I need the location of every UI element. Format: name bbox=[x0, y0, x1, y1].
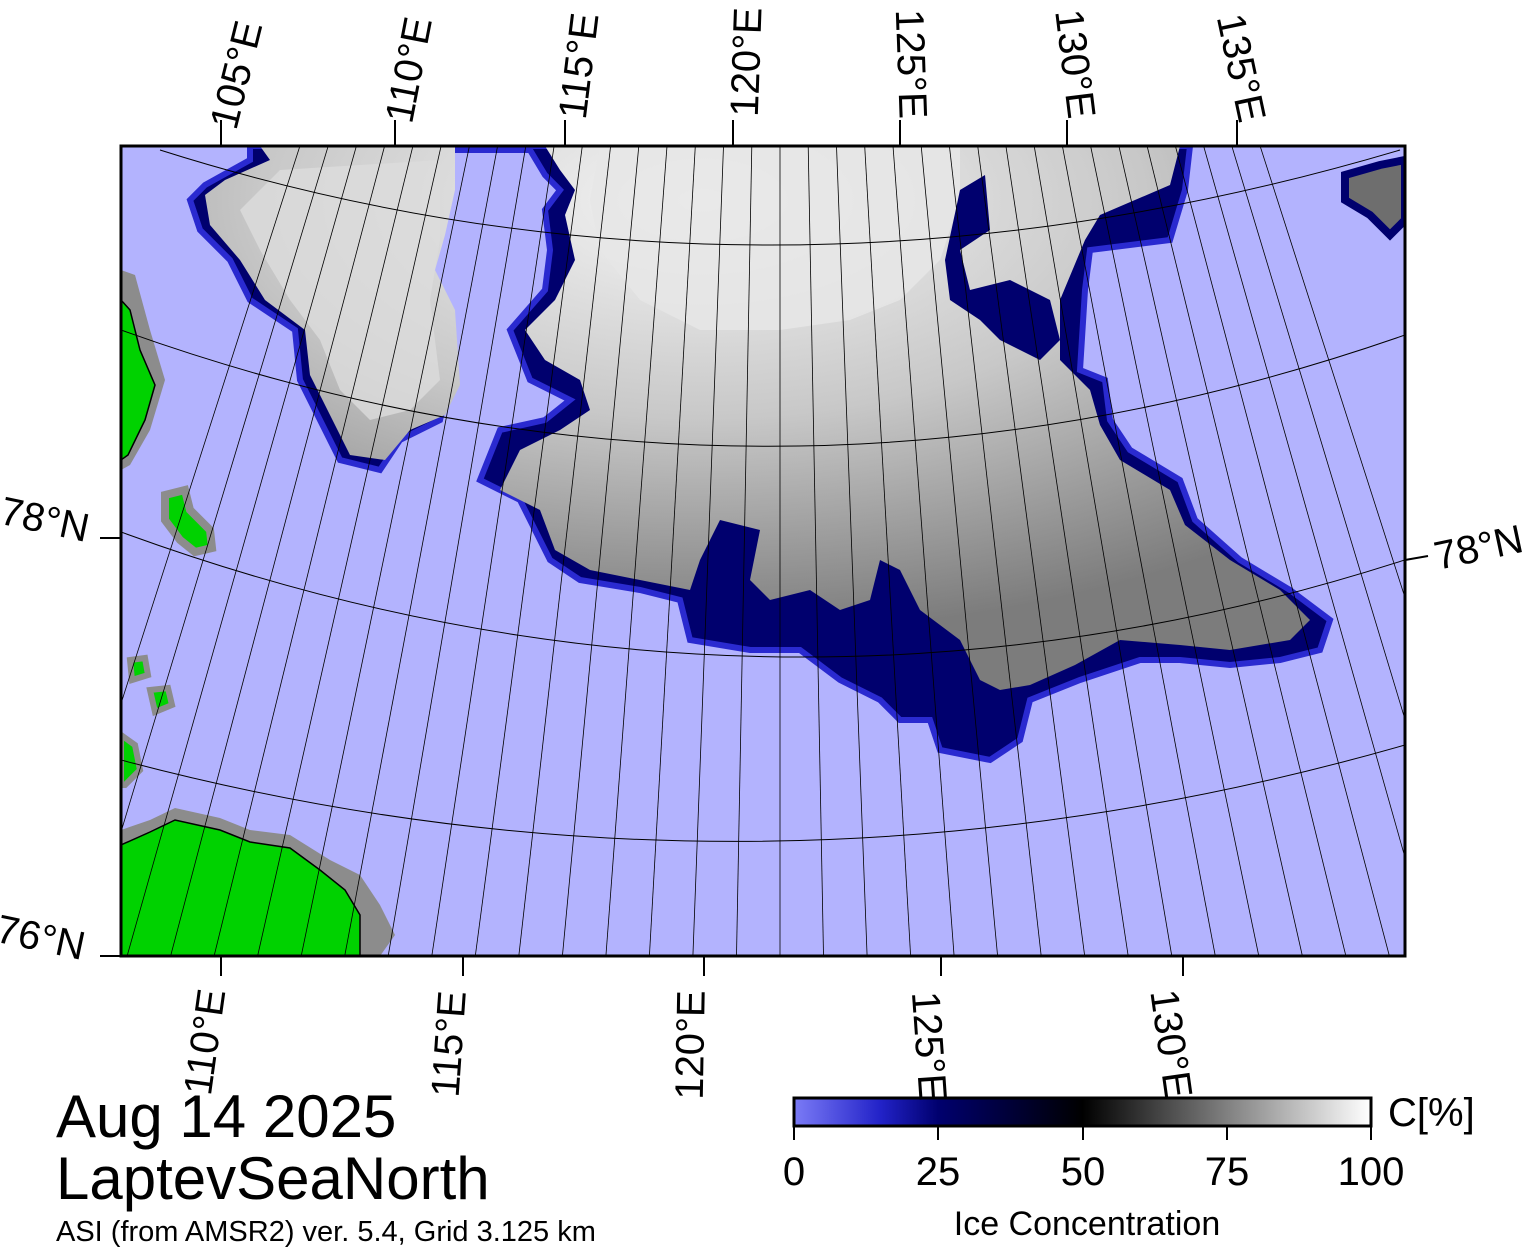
meridian-line bbox=[121, 146, 301, 705]
colorbar-tick-0: 0 bbox=[782, 1150, 806, 1194]
meridian-line bbox=[949, 146, 1042, 956]
meridian-line bbox=[170, 146, 385, 956]
meridian-line bbox=[605, 146, 668, 956]
colorbar bbox=[792, 1096, 1373, 1128]
map-product-info: ASI (from AMSR2) ver. 5.4, Grid 3.125 km bbox=[56, 1216, 596, 1248]
meridian-line bbox=[1231, 146, 1405, 721]
lon-label-bottom-120: 120°E bbox=[667, 989, 714, 1101]
colorbar-unit: C[%] bbox=[1388, 1091, 1475, 1135]
meridian-line bbox=[920, 146, 998, 956]
graticule-meridians bbox=[121, 146, 1405, 956]
lon-label-top-120: 120°E bbox=[722, 6, 771, 118]
meridian-line bbox=[1062, 146, 1216, 956]
meridian-line bbox=[562, 146, 640, 956]
frame-ticks bbox=[100, 120, 1429, 976]
meridian-line bbox=[649, 146, 696, 956]
island-d bbox=[121, 731, 144, 788]
meridian-line bbox=[807, 146, 824, 956]
meridian-line bbox=[1118, 146, 1303, 956]
meridian-line bbox=[1203, 146, 1405, 859]
colorbar-title: Ice Concentration bbox=[953, 1205, 1221, 1243]
meridian-line bbox=[1090, 146, 1260, 956]
meridian-line bbox=[692, 146, 724, 956]
ice-patch-northeast bbox=[1341, 155, 1405, 241]
map-frame bbox=[119, 144, 1407, 958]
meridian-line bbox=[1033, 146, 1173, 956]
meridian-line bbox=[126, 146, 357, 956]
meridian-line bbox=[344, 146, 498, 956]
meridian-line bbox=[864, 146, 911, 956]
meridian-line bbox=[387, 146, 527, 956]
lon-label-top-125: 125°E bbox=[886, 8, 935, 120]
colorbar-tick-75: 75 bbox=[1204, 1150, 1250, 1194]
meridian-line bbox=[1005, 146, 1129, 956]
meridian-line bbox=[1146, 146, 1347, 956]
colorbar-tick-100: 100 bbox=[1337, 1150, 1405, 1194]
meridian-line bbox=[1175, 146, 1390, 956]
meridian-line bbox=[1259, 146, 1405, 599]
meridian-line bbox=[431, 146, 555, 956]
island-b bbox=[126, 654, 152, 684]
colorbar-tick-50: 50 bbox=[1060, 1150, 1106, 1194]
meridian-line bbox=[474, 146, 583, 956]
sea-ice-pack bbox=[205, 146, 1310, 690]
colorbar-ticks bbox=[793, 1126, 1372, 1140]
island-a bbox=[161, 485, 217, 557]
map-date: Aug 14 2025 bbox=[56, 1083, 397, 1150]
land-taymyr bbox=[121, 819, 361, 956]
meridian-line bbox=[892, 146, 955, 956]
colorbar-tick-25: 25 bbox=[915, 1150, 961, 1194]
graticule-parallels bbox=[121, 149, 1405, 842]
meridian-line bbox=[836, 146, 868, 956]
meridian-line bbox=[121, 146, 329, 834]
meridian-line bbox=[977, 146, 1086, 956]
meridian-line bbox=[518, 146, 611, 956]
lon-label-bottom-115: 115°E bbox=[423, 989, 475, 1099]
meridian-line bbox=[736, 146, 753, 956]
high-concentration-ice-west bbox=[240, 160, 440, 420]
meridian-line bbox=[300, 146, 470, 956]
meridian-line bbox=[213, 146, 414, 956]
meridian-line bbox=[257, 146, 442, 956]
lon-label-bottom-125: 125°E bbox=[902, 989, 955, 1103]
map-region-title: LaptevSeaNorth bbox=[56, 1145, 490, 1212]
